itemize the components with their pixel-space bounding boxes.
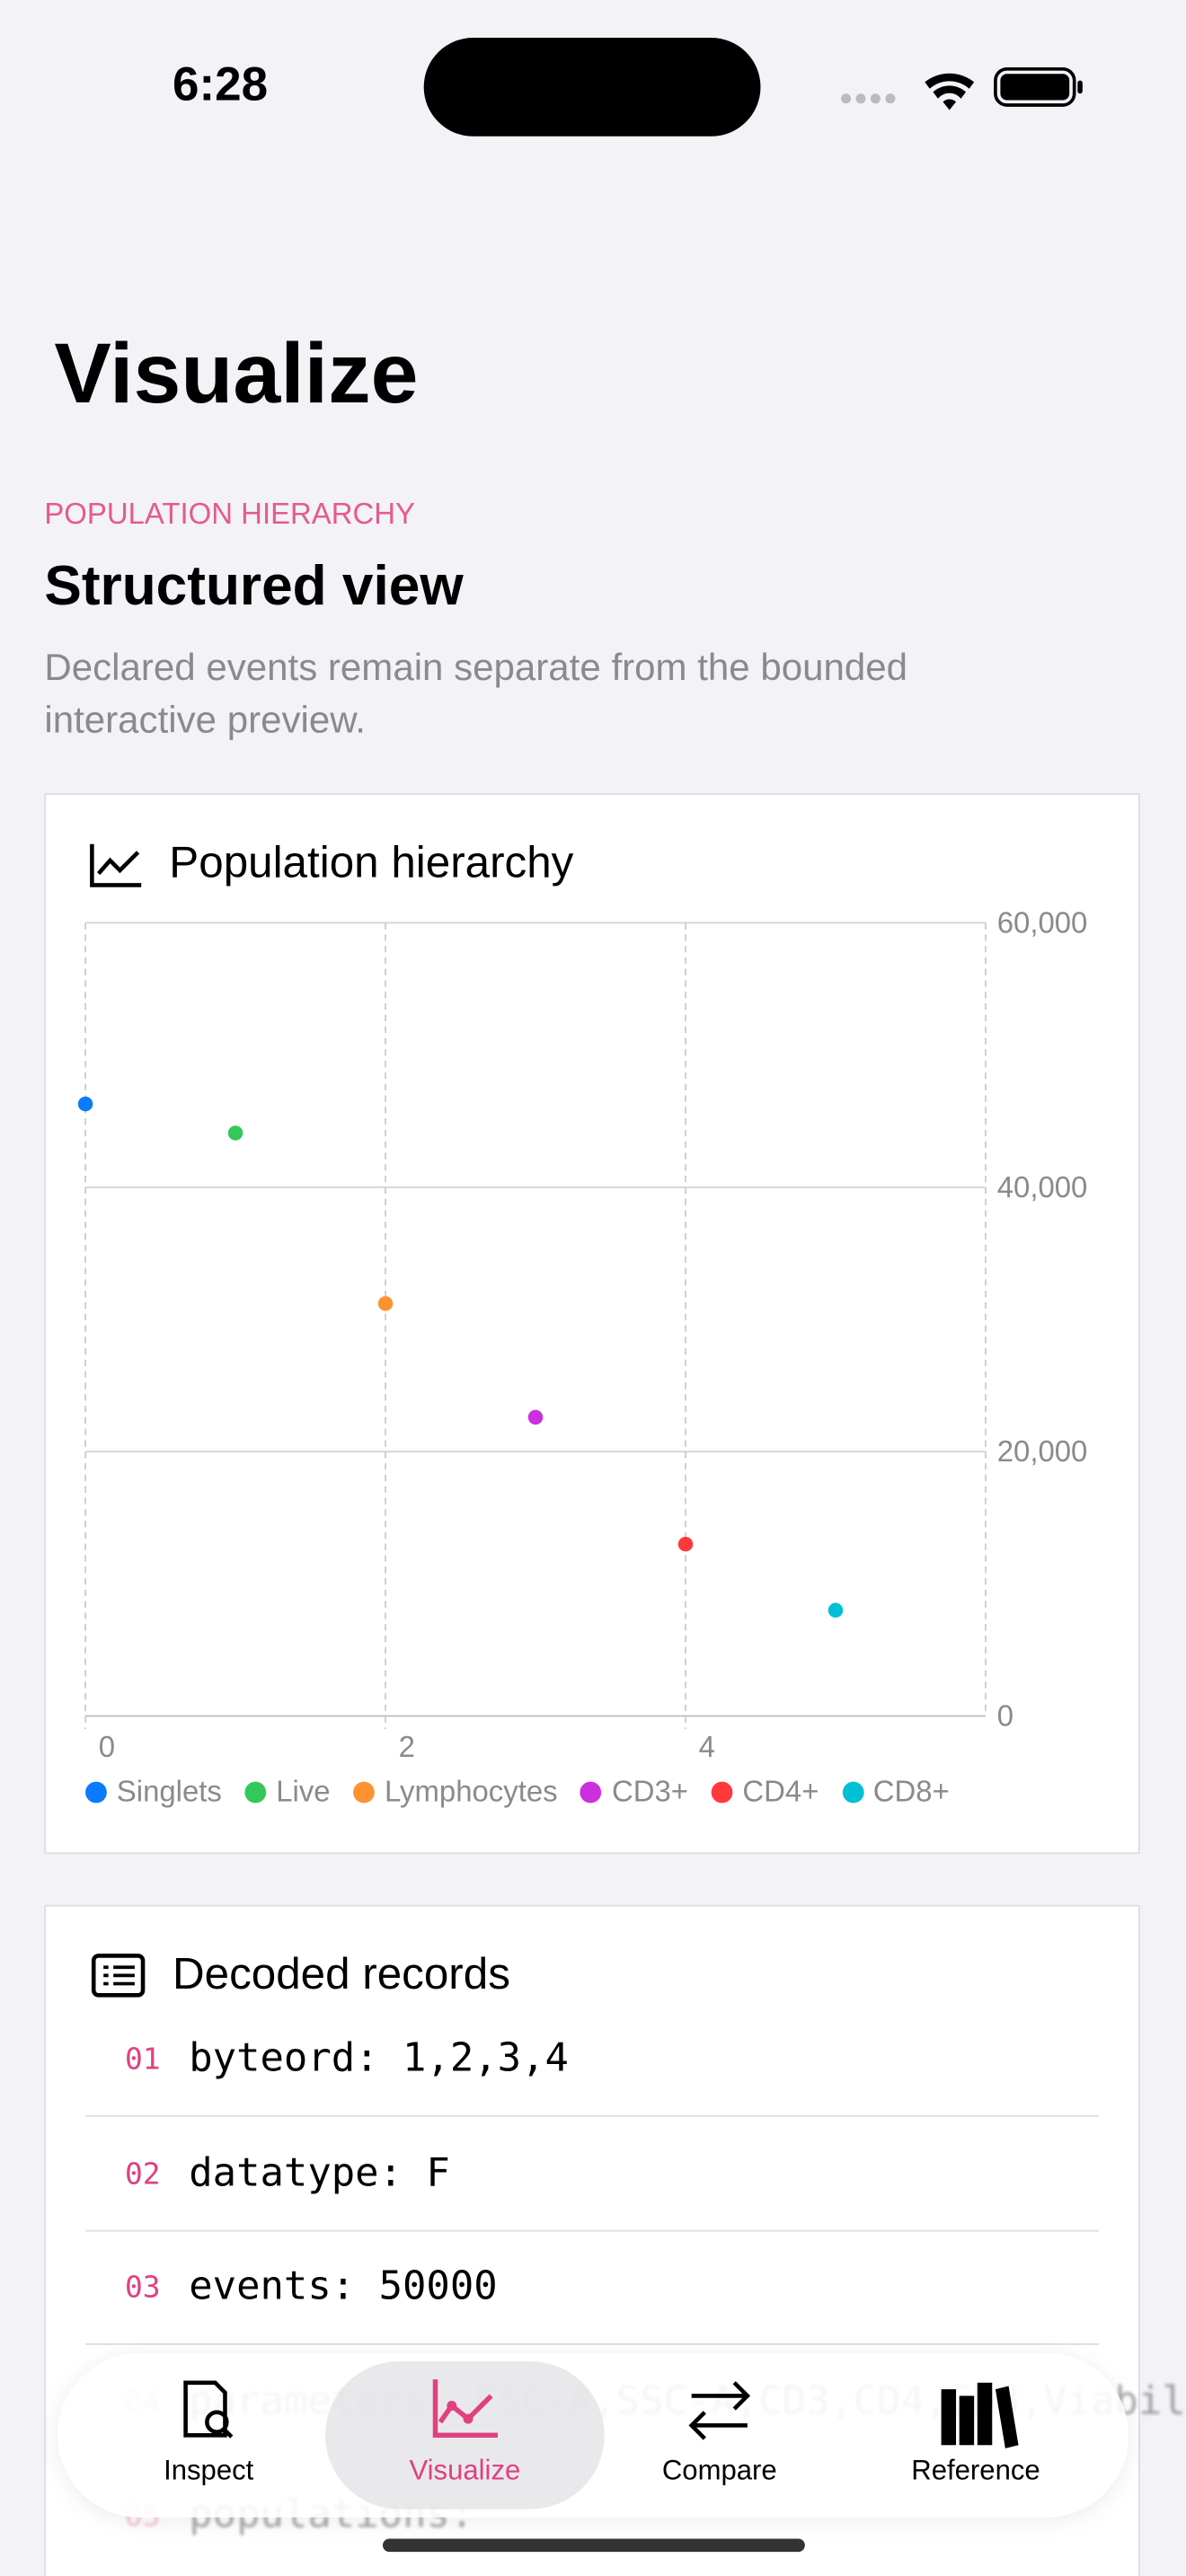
chart-icon [90, 843, 142, 887]
record-text: events: 50000 [189, 2263, 498, 2309]
legend-item: Live [244, 1775, 331, 1809]
record-text: byteord: 1,2,3,4 [189, 2034, 569, 2081]
tab-label[interactable]: Visualize [409, 2455, 521, 2486]
record-index: 03 [124, 2271, 161, 2306]
legend-swatch [842, 1781, 863, 1804]
data-point [77, 1096, 93, 1112]
chart-title: Population hierarchy [169, 837, 574, 887]
legend-label: CD8+ [872, 1775, 950, 1808]
y-tick-label: 20,000 [997, 1434, 1088, 1468]
tab-label[interactable]: Reference [911, 2455, 1040, 2486]
legend-swatch [244, 1781, 267, 1804]
status-icons [841, 66, 1083, 110]
chart: 0 20,000 40,000 60,000 0 2 4 [77, 905, 1088, 1763]
data-point [377, 1296, 394, 1311]
records-icon [91, 1954, 146, 1998]
legend-item: CD3+ [580, 1775, 688, 1809]
legend-label: Singlets [116, 1775, 222, 1808]
chart-card [44, 793, 1140, 1855]
record-text: datatype: F [189, 2148, 450, 2195]
legend-item: Singlets [85, 1775, 222, 1809]
x-tick-label: 0 [99, 1730, 115, 1763]
legend-swatch [353, 1781, 375, 1804]
record-separator [85, 2114, 1100, 2117]
data-point [227, 1125, 243, 1141]
x-tick-label: 2 [399, 1730, 415, 1763]
record-separator [85, 2228, 1100, 2231]
data-point [527, 1409, 544, 1425]
tab-label[interactable]: Inspect [164, 2455, 254, 2486]
records-title: Decoded records [172, 1949, 510, 1998]
legend-item: CD8+ [842, 1775, 950, 1809]
tab-label[interactable]: Compare [661, 2455, 777, 2486]
data-point [828, 1602, 844, 1619]
description: Declared events remain separate from the… [44, 645, 908, 741]
legend-label: Lymphocytes [384, 1775, 558, 1808]
legend-item: CD4+ [711, 1775, 819, 1809]
page-title: Visualize [54, 326, 419, 422]
home-indicator [382, 2538, 805, 2553]
dynamic-island [423, 38, 761, 137]
legend-swatch [711, 1781, 733, 1804]
y-tick-label: 0 [997, 1698, 1013, 1732]
legend-swatch [85, 1781, 107, 1804]
record-separator [85, 2342, 1100, 2345]
eyebrow: POPULATION HIERARCHY [44, 497, 416, 531]
legend-label: CD4+ [742, 1775, 819, 1808]
status-time: 6:28 [172, 58, 269, 112]
tab-icons [183, 2379, 1019, 2448]
section-heading: Structured view [44, 554, 464, 618]
legend-label: Live [276, 1775, 331, 1808]
record-index: 02 [124, 2157, 161, 2192]
legend-swatch [580, 1781, 602, 1804]
record-index: 01 [124, 2042, 161, 2078]
legend-item: Lymphocytes [353, 1775, 558, 1809]
y-tick-label: 60,000 [997, 905, 1088, 939]
legend-label: CD3+ [611, 1775, 689, 1808]
x-tick-label: 4 [699, 1730, 715, 1763]
legend: Singlets Live Lymphocytes CD3+ CD4+ CD8+ [85, 1775, 950, 1809]
data-point [677, 1536, 694, 1552]
y-tick-label: 40,000 [997, 1170, 1088, 1204]
